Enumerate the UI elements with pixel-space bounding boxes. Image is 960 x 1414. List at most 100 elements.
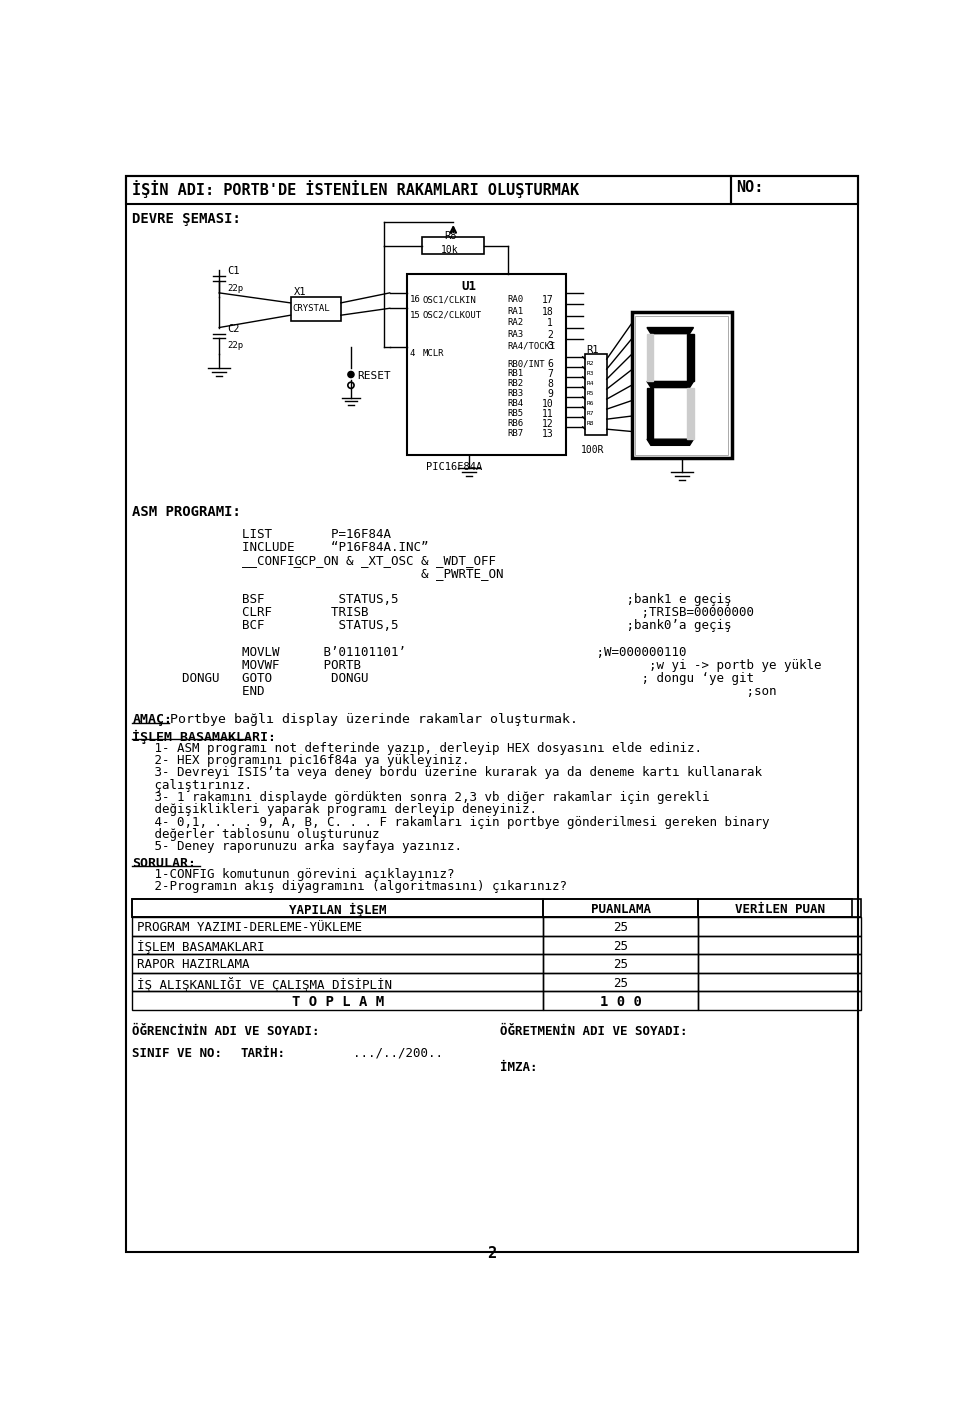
Text: 22p: 22p — [227, 284, 243, 293]
Text: RESET: RESET — [357, 372, 391, 382]
Bar — [698, 936, 861, 954]
Polygon shape — [647, 328, 693, 334]
Text: YAPILAN İŞLEM: YAPILAN İŞLEM — [289, 902, 387, 916]
Bar — [698, 918, 861, 936]
Text: 3- 1 rakamını displayde gördükten sonra 2,3 vb diğer rakamlar için gerekli: 3- 1 rakamını displayde gördükten sonra … — [132, 790, 709, 805]
Text: DONGU   GOTO: DONGU GOTO — [182, 672, 272, 684]
Text: C1: C1 — [227, 266, 239, 276]
Text: 9: 9 — [547, 389, 553, 399]
Text: 7: 7 — [547, 369, 553, 379]
Bar — [698, 954, 861, 973]
Text: SINIF VE NO:: SINIF VE NO: — [132, 1046, 223, 1059]
Text: T O P L A M: T O P L A M — [292, 995, 384, 1010]
Text: R5: R5 — [587, 390, 594, 396]
Text: DONGU: DONGU — [271, 672, 369, 684]
Bar — [543, 954, 698, 973]
Bar — [291, 297, 341, 321]
Text: “P16F84A.INC”: “P16F84A.INC” — [271, 540, 428, 554]
Text: __CONFIG: __CONFIG — [182, 554, 302, 567]
Text: ASM PROGRAMI:: ASM PROGRAMI: — [132, 505, 241, 519]
Text: 2: 2 — [488, 1246, 496, 1261]
Text: RB0/INT: RB0/INT — [508, 359, 545, 368]
Polygon shape — [687, 387, 693, 440]
Text: 18: 18 — [541, 307, 553, 317]
Text: _CP_ON & _XT_OSC & _WDT_OFF: _CP_ON & _XT_OSC & _WDT_OFF — [271, 554, 496, 567]
Text: 10: 10 — [541, 399, 553, 409]
Text: 2: 2 — [547, 329, 553, 339]
Text: ;son: ;son — [468, 684, 777, 699]
Text: R2: R2 — [587, 361, 594, 366]
Text: 8: 8 — [547, 379, 553, 389]
Text: DEVRE ŞEMASI:: DEVRE ŞEMASI: — [132, 212, 241, 226]
Text: PROGRAM YAZIMI-DERLEME-YÜKLEME: PROGRAM YAZIMI-DERLEME-YÜKLEME — [137, 921, 362, 935]
Text: 17: 17 — [541, 296, 553, 305]
Text: ÖĞRENCİNİN ADI VE SOYADI:: ÖĞRENCİNİN ADI VE SOYADI: — [132, 1025, 320, 1038]
Text: RB1: RB1 — [508, 369, 523, 378]
Text: MCLR: MCLR — [422, 349, 444, 358]
Bar — [698, 973, 861, 991]
Bar — [632, 312, 732, 458]
Bar — [698, 899, 861, 918]
Polygon shape — [687, 334, 693, 382]
Text: İŞİN ADI: PORTB'DE İSTENİLEN RAKAMLARI OLUŞTURMAK: İŞİN ADI: PORTB'DE İSTENİLEN RAKAMLARI O… — [132, 180, 580, 198]
Text: RA1: RA1 — [508, 307, 523, 315]
Text: B’01101101’: B’01101101’ — [271, 646, 406, 659]
Text: 11: 11 — [541, 409, 553, 419]
Text: INCLUDE: INCLUDE — [182, 540, 295, 554]
Bar — [132, 991, 543, 1010]
Text: 15: 15 — [410, 311, 420, 320]
Text: ÖĞRETMENİN ADI VE SOYADI:: ÖĞRETMENİN ADI VE SOYADI: — [500, 1025, 687, 1038]
Text: 12: 12 — [541, 419, 553, 430]
Text: LIST: LIST — [182, 527, 272, 540]
Bar — [731, 175, 858, 204]
Text: PORTB: PORTB — [271, 659, 361, 672]
Text: İŞ ALIŞKANLIĞI VE ÇALIŞMA DİSİPLİN: İŞ ALIŞKANLIĞI VE ÇALIŞMA DİSİPLİN — [137, 977, 392, 991]
Text: R6: R6 — [587, 400, 594, 406]
Text: 25: 25 — [613, 921, 628, 935]
Text: AMAÇ:: AMAÇ: — [132, 713, 173, 727]
Bar — [698, 991, 861, 1010]
Text: MOVWF: MOVWF — [182, 659, 279, 672]
Text: RB7: RB7 — [508, 430, 523, 438]
Text: BSF: BSF — [182, 594, 265, 607]
Text: TARİH:: TARİH: — [240, 1046, 285, 1059]
Text: 5- Deney raporunuzu arka sayfaya yazınız.: 5- Deney raporunuzu arka sayfaya yazınız… — [132, 840, 463, 854]
Text: MOVLW: MOVLW — [182, 646, 279, 659]
Text: CRYSTAL: CRYSTAL — [293, 304, 330, 314]
Text: .../../200..: .../../200.. — [352, 1046, 443, 1059]
Text: RB5: RB5 — [508, 409, 523, 419]
Text: NO:: NO: — [736, 180, 763, 195]
Text: ;w yi -> portb ye yükle: ;w yi -> portb ye yükle — [468, 659, 821, 672]
Bar — [132, 973, 543, 991]
Bar — [132, 936, 543, 954]
Text: 3: 3 — [547, 341, 553, 352]
Text: VERİLEN PUAN: VERİLEN PUAN — [734, 902, 825, 916]
Bar — [543, 918, 698, 936]
Bar — [543, 936, 698, 954]
Text: U1: U1 — [461, 280, 476, 293]
Text: çalıştırınız.: çalıştırınız. — [132, 779, 252, 792]
Bar — [132, 954, 543, 973]
Text: RA0: RA0 — [508, 296, 523, 304]
Polygon shape — [647, 387, 653, 440]
Text: R8: R8 — [444, 232, 456, 242]
Text: ;TRISB=00000000: ;TRISB=00000000 — [468, 607, 754, 619]
Text: 25: 25 — [613, 959, 628, 971]
Text: 100R: 100R — [581, 444, 605, 454]
Bar — [422, 238, 484, 255]
Text: Portbye bağlı display üzerinde rakamlar oluşturmak.: Portbye bağlı display üzerinde rakamlar … — [170, 713, 578, 727]
Bar — [126, 175, 731, 204]
Text: 1: 1 — [547, 318, 553, 328]
Polygon shape — [647, 334, 653, 382]
Text: 25: 25 — [613, 940, 628, 953]
Bar — [132, 899, 543, 918]
Text: RB6: RB6 — [508, 419, 523, 428]
Text: CLRF: CLRF — [182, 607, 272, 619]
Text: 6: 6 — [547, 359, 553, 369]
Text: R7: R7 — [587, 410, 594, 416]
Text: & _PWRTE_ON: & _PWRTE_ON — [271, 567, 504, 580]
Text: SORULAR:: SORULAR: — [132, 857, 197, 870]
Text: STATUS,5: STATUS,5 — [271, 619, 398, 632]
Text: 4- 0,1, . . . 9, A, B, C. . . F rakamları için portbye gönderilmesi gereken bina: 4- 0,1, . . . 9, A, B, C. . . F rakamlar… — [132, 816, 770, 829]
Polygon shape — [647, 382, 693, 387]
